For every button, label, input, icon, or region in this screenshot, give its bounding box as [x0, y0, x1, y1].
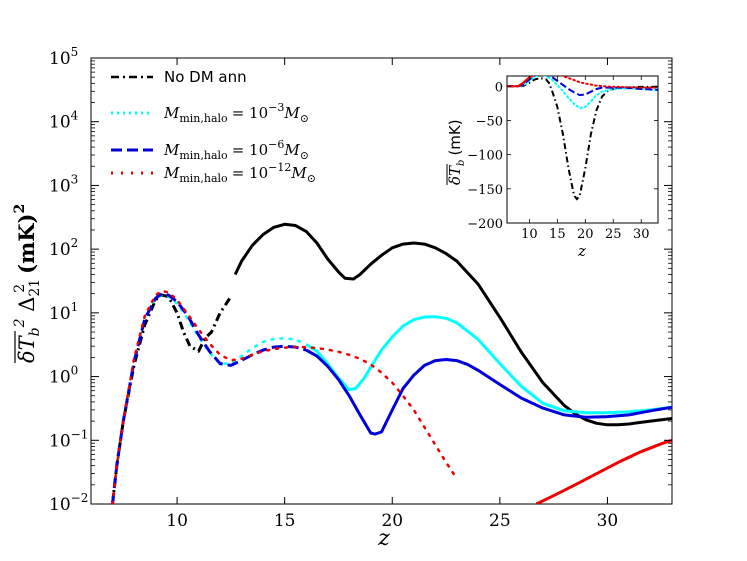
main-plot-frame: [90, 57, 673, 505]
main-x-axis-label: z: [377, 526, 390, 551]
inset-y-tick-label: −100: [467, 149, 503, 164]
main-y-tick-label: 102: [49, 236, 78, 260]
main-y-axis-label: δTb2 Δ212(mK)2: [12, 204, 43, 363]
inset-y-tick-label: −200: [467, 217, 503, 232]
inset-x-ticks: 10 15 20 25 30: [521, 76, 649, 242]
inset-series-line-1: [507, 76, 658, 110]
main-y-tick-label: 103: [49, 172, 78, 196]
inset-x-tick-label: 20: [577, 227, 594, 242]
main-x-tick-label: 10: [166, 511, 188, 531]
inset-bg: [505, 74, 660, 225]
main-series-line-1-solid: [305, 315, 672, 415]
inset-x-tick-label: 30: [633, 227, 650, 242]
inset-x-tick-label: 15: [549, 227, 566, 242]
svg-text:δTb(mK): δTb(mK): [446, 119, 467, 185]
main-y-tick-label: 105: [49, 45, 78, 69]
main-x-ticks: 10 15 20 25 30: [166, 58, 618, 531]
inset-x-tick-label: 25: [605, 227, 622, 242]
main-x-tick-label: 25: [489, 511, 511, 531]
main-y-tick-label: 10−2: [49, 491, 88, 515]
legend-label-m3: Mmin,halo = 10−3M⊙: [163, 101, 309, 125]
main-series-line-0-dashdot: [111, 293, 233, 504]
main-series-line-2-dashed: [111, 292, 307, 504]
main-series-line-3-solid: [535, 438, 672, 504]
legend: No DM ann Mmin,halo = 10−3M⊙ Mmin,halo = 1…: [111, 68, 316, 185]
main-series-line-0-solid: [233, 222, 672, 427]
legend-label-no-dm: No DM ann: [164, 68, 247, 86]
main-series-line-3-dotted: [111, 289, 456, 504]
main-series-line-2-solid: [305, 348, 672, 436]
inset-axes: 10 15 20 25 30 0 −50 −100 −150 −200 z δTb(mK): [446, 74, 660, 260]
inset-y-ticks: 0 −50 −100 −150 −200: [467, 80, 658, 232]
main-x-tick-label: 15: [274, 511, 296, 531]
inset-y-axis-label: δTb(mK): [446, 119, 467, 185]
svg-text:δTb2 Δ212(mK)2: δTb2 Δ212(mK)2: [12, 204, 43, 363]
inset-plot-frame: [506, 75, 659, 224]
main-y-tick-label: 104: [49, 109, 79, 133]
inset-y-tick-label: −150: [467, 183, 503, 198]
inset-y-tick-label: −50: [476, 114, 503, 129]
inset-x-tick-label: 10: [521, 227, 538, 242]
legend-entry-m12: Mmin,halo = 10−12M⊙: [111, 161, 316, 185]
main-y-tick-label: 101: [49, 300, 78, 324]
inset-x-axis-label: z: [577, 242, 586, 260]
legend-entry-no-dm: No DM ann: [111, 68, 247, 86]
legend-entry-m3: Mmin,halo = 10−3M⊙: [111, 101, 309, 125]
legend-entry-m6: Mmin,halo = 10−6M⊙: [111, 138, 309, 162]
main-x-tick-label: 30: [597, 511, 619, 531]
legend-label-m6: Mmin,halo = 10−6M⊙: [163, 138, 309, 162]
main-series-group: [111, 222, 672, 504]
inset-series-group: [507, 76, 658, 201]
main-series-line-1-dotted: [111, 293, 308, 504]
inset-series-line-0: [507, 77, 658, 201]
main-x-tick-label: 20: [381, 511, 403, 531]
main-y-tick-label: 100: [49, 364, 78, 388]
inset-y-tick-label: 0: [495, 80, 503, 95]
legend-label-m12: Mmin,halo = 10−12M⊙: [163, 161, 316, 185]
main-y-tick-label: 10−1: [49, 427, 88, 451]
